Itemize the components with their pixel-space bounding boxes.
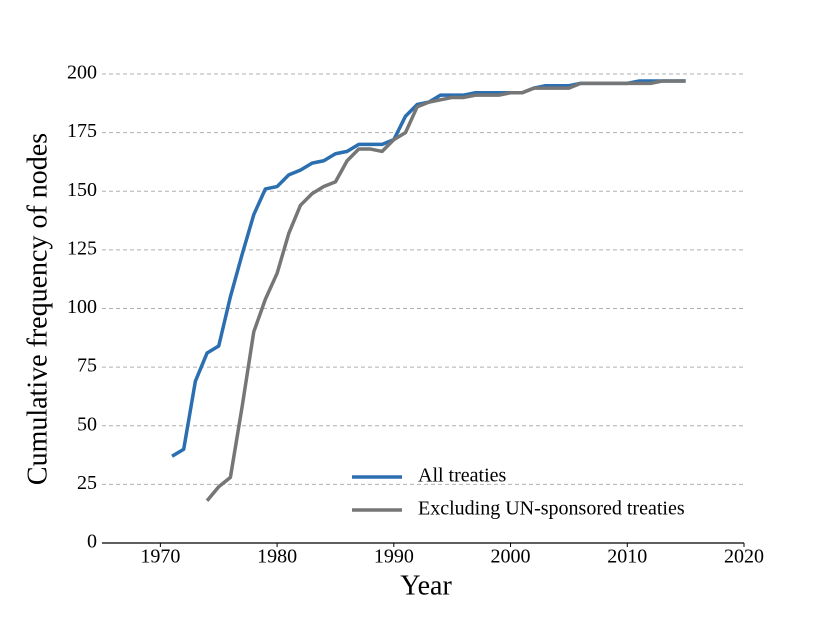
x-tick-label: 2000 (491, 546, 531, 568)
data-line (171, 79, 686, 458)
y-tick-label: 125 (67, 237, 97, 259)
y-tick-label: 175 (67, 120, 97, 142)
x-axis-title: Year (400, 570, 452, 601)
x-tick-label: 1990 (374, 546, 414, 568)
y-tick-label: 150 (67, 179, 97, 201)
y-tick-label: 50 (77, 413, 97, 435)
y-tick-label: 25 (77, 472, 97, 494)
y-axis-title: Cumulative frequency of nodes (22, 133, 53, 485)
y-tick-label: 0 (87, 531, 97, 553)
x-tick-label: 1970 (140, 546, 180, 568)
data-line (205, 79, 686, 502)
x-tick-label: 1980 (257, 546, 297, 568)
legend-label: All treaties (418, 465, 507, 487)
y-tick-label: 200 (67, 62, 97, 84)
x-tick-label: 2020 (724, 546, 764, 568)
legend-label: Excluding UN-sponsored treaties (418, 498, 685, 520)
x-tick-label: 2010 (607, 546, 647, 568)
y-tick-label: 100 (67, 296, 97, 318)
y-tick-label: 75 (77, 355, 97, 377)
